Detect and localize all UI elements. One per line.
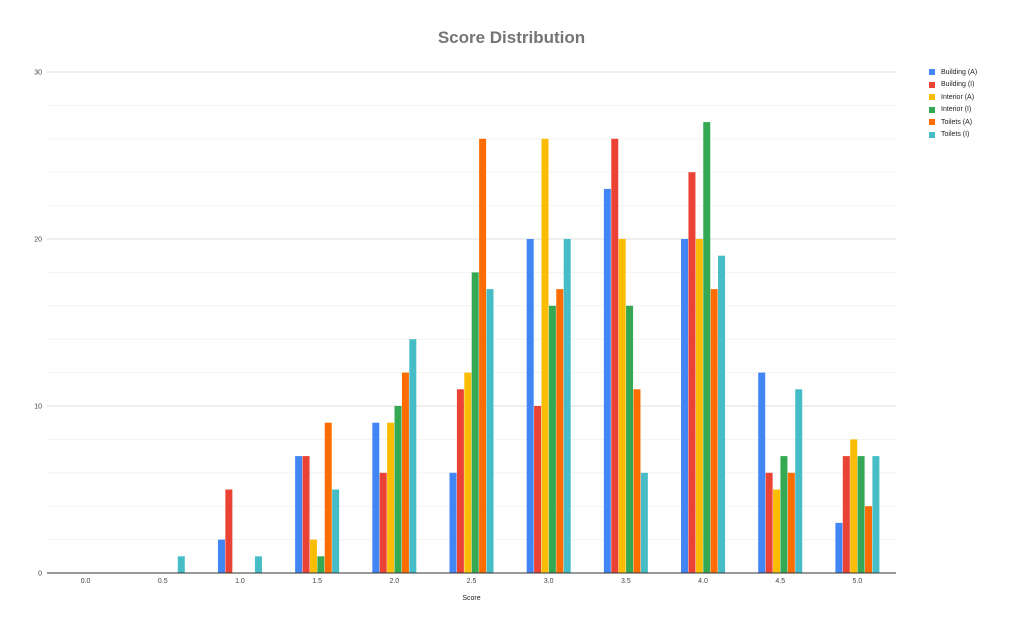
bar xyxy=(603,188,611,573)
legend-item: Building (A) xyxy=(929,66,977,79)
bar xyxy=(787,472,795,573)
bar xyxy=(486,289,494,573)
legend-label: Toilets (I) xyxy=(941,131,970,139)
bar xyxy=(379,472,387,573)
y-tick-label: 30 xyxy=(34,70,42,77)
chart-title: Score Distribution xyxy=(437,28,586,47)
x-tick-label: 0.0 xyxy=(81,578,91,585)
x-tick-label: 0.5 xyxy=(158,578,168,585)
bar xyxy=(556,289,564,573)
bar xyxy=(633,389,641,573)
bar xyxy=(703,122,711,573)
x-tick-label: 5.0 xyxy=(853,578,863,585)
bar xyxy=(640,472,648,573)
bar xyxy=(394,406,402,573)
bar xyxy=(710,289,718,573)
legend-item: Toilets (A) xyxy=(929,116,977,129)
bar xyxy=(317,556,325,573)
x-tick-label: 1.0 xyxy=(235,578,245,585)
bar xyxy=(758,372,766,573)
bar xyxy=(835,522,843,573)
bar xyxy=(225,489,233,573)
bar xyxy=(872,456,880,573)
bar xyxy=(718,255,726,573)
bar xyxy=(795,389,803,573)
bar xyxy=(449,472,457,573)
y-tick-label: 10 xyxy=(34,404,42,411)
legend-swatch xyxy=(929,131,935,138)
bar xyxy=(563,239,571,573)
bar xyxy=(254,556,262,573)
x-tick-label: 1.5 xyxy=(312,578,322,585)
bar xyxy=(534,406,542,573)
bar xyxy=(842,456,850,573)
legend-label: Building (A) xyxy=(941,68,978,76)
legend-item: Interior (A) xyxy=(929,91,977,104)
legend-swatch xyxy=(929,106,935,113)
bar xyxy=(626,305,634,573)
y-tick-label: 20 xyxy=(34,237,42,244)
bar xyxy=(611,138,619,574)
bar xyxy=(695,239,703,573)
legend-swatch xyxy=(929,69,935,76)
legend-label: Interior (A) xyxy=(941,93,975,101)
x-tick-label: 2.5 xyxy=(467,578,477,585)
bar xyxy=(177,556,185,573)
legend-label: Building (I) xyxy=(941,81,975,89)
bar xyxy=(332,489,340,573)
bar xyxy=(295,456,303,573)
legend-swatch xyxy=(929,94,935,101)
legend-item: Building (I) xyxy=(929,79,977,92)
bar xyxy=(479,138,487,574)
bar xyxy=(471,272,479,573)
bar xyxy=(773,489,781,573)
legend-swatch xyxy=(929,119,935,126)
bar xyxy=(618,239,626,573)
bar xyxy=(401,372,409,573)
bar xyxy=(302,456,310,573)
legend-label: Toilets (A) xyxy=(941,118,973,126)
bar xyxy=(681,239,689,573)
x-tick-label: 3.5 xyxy=(621,578,631,585)
bar xyxy=(409,339,417,573)
legend: Building (A) Building (I) Interior (A) Inte… xyxy=(929,66,977,141)
bar xyxy=(548,305,556,573)
bar xyxy=(456,389,464,573)
bar xyxy=(865,506,873,573)
legend-item: Toilets (I) xyxy=(929,129,977,142)
bar xyxy=(780,456,788,573)
bar xyxy=(324,422,332,573)
legend-label: Interior (I) xyxy=(941,106,972,114)
bar xyxy=(765,472,773,573)
bar xyxy=(526,239,534,573)
bar xyxy=(387,422,395,573)
legend-item: Interior (I) xyxy=(929,104,977,117)
bar xyxy=(688,172,696,573)
x-tick-label: 4.0 xyxy=(698,578,708,585)
bar xyxy=(309,539,317,573)
bar xyxy=(217,539,225,573)
bar xyxy=(541,138,549,574)
bar xyxy=(372,422,380,573)
x-tick-label: 3.0 xyxy=(544,578,554,585)
y-tick-label: 0 xyxy=(38,571,42,578)
x-axis-title: Score xyxy=(462,595,480,602)
x-tick-label: 2.0 xyxy=(389,578,399,585)
x-tick-label: 4.5 xyxy=(775,578,785,585)
legend-swatch xyxy=(929,81,935,88)
bar xyxy=(464,372,472,573)
bar xyxy=(850,439,858,573)
bar xyxy=(857,456,865,573)
